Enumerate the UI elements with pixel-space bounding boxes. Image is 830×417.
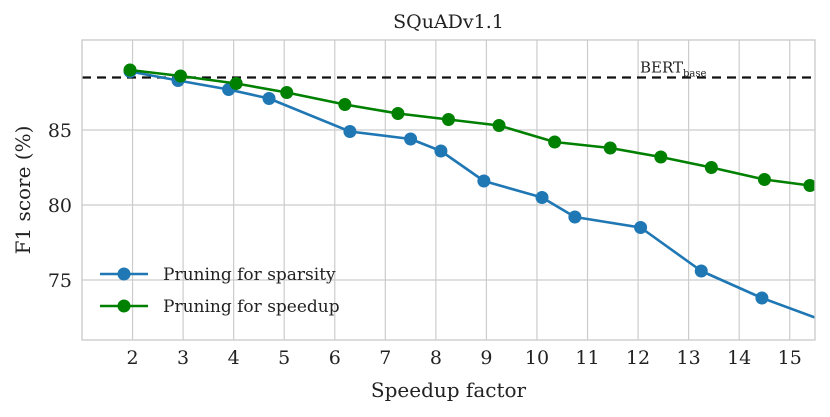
grid	[82, 40, 815, 340]
x-tick-label: 15	[778, 347, 802, 369]
data-point	[803, 179, 815, 192]
data-point	[338, 98, 352, 111]
data-point	[634, 221, 648, 234]
data-point	[442, 113, 455, 126]
data-point	[694, 264, 708, 278]
x-tick-label: 11	[575, 347, 599, 369]
data-point	[477, 174, 491, 188]
x-tick-label: 8	[430, 347, 442, 369]
series-speedup	[123, 63, 815, 192]
tick-labels: 2 3 4 5 6 7 8 9 10 11 12 13 14 15 75 80 85	[48, 120, 802, 369]
y-axis-label: F1 score (%)	[11, 126, 35, 255]
x-tick-label: 14	[727, 347, 751, 369]
series-group	[123, 63, 815, 319]
data-point	[548, 135, 562, 149]
x-tick-label: 9	[480, 347, 492, 369]
chart-title: SQuADv1.1	[393, 11, 504, 33]
data-point	[391, 107, 405, 120]
data-point	[262, 92, 276, 105]
x-tick-label: 10	[525, 347, 549, 369]
data-point	[755, 291, 769, 305]
x-axis-label: Speedup factor	[371, 378, 527, 402]
data-point	[229, 77, 243, 90]
legend: Pruning for sparsity Pruning for speedup	[100, 265, 340, 317]
data-point	[404, 132, 418, 146]
legend-marker	[117, 267, 131, 281]
x-tick-label: 12	[626, 347, 650, 369]
legend-label: Pruning for sparsity	[163, 265, 336, 285]
x-tick-label: 5	[278, 347, 290, 369]
data-point	[492, 119, 506, 132]
x-tick-label: 13	[677, 347, 701, 369]
x-tick-label: 4	[228, 347, 240, 369]
data-point	[123, 63, 137, 77]
data-point	[280, 86, 294, 99]
x-tick-label: 7	[379, 347, 391, 369]
plot-frame	[81, 39, 816, 341]
y-tick-label: 80	[48, 195, 72, 217]
y-tick-label: 75	[48, 270, 72, 292]
data-point	[654, 150, 668, 164]
data-point	[603, 141, 617, 155]
x-tick-label: 3	[177, 347, 189, 369]
data-point	[568, 210, 582, 224]
legend-marker	[117, 299, 131, 313]
x-tick-label: 6	[329, 347, 341, 369]
data-point	[704, 161, 718, 174]
y-tick-label: 85	[48, 120, 72, 142]
series-line	[129, 70, 815, 319]
data-point	[174, 69, 188, 83]
x-tick-label: 2	[127, 347, 139, 369]
legend-label: Pruning for speedup	[163, 297, 340, 317]
data-point	[434, 144, 448, 158]
data-point	[343, 125, 357, 138]
data-point	[535, 191, 549, 204]
data-point	[757, 173, 771, 186]
series-line	[129, 68, 811, 187]
